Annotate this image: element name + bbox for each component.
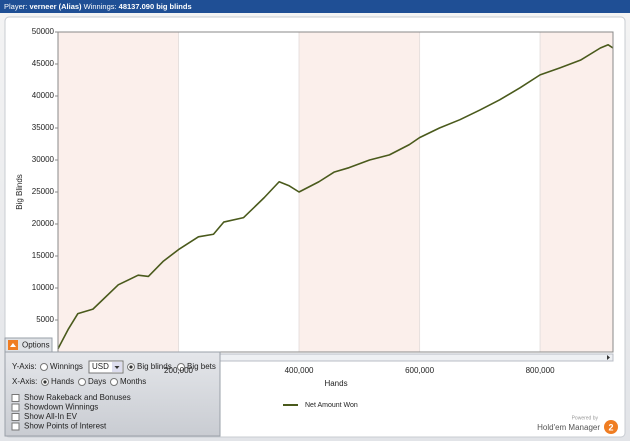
radio[interactable]	[177, 363, 185, 371]
x-axis-label: Hands	[324, 379, 347, 388]
y-tick-label: 25000	[32, 187, 55, 196]
radio[interactable]	[110, 378, 118, 386]
band	[419, 32, 541, 352]
checkbox[interactable]	[11, 394, 20, 402]
checkbox-label[interactable]: Show Points of Interest	[24, 422, 107, 431]
radio[interactable]	[78, 378, 86, 386]
y-tick-label: 5000	[36, 315, 54, 324]
title-bar	[0, 0, 630, 13]
y-tick-label: 35000	[32, 123, 55, 132]
label: Winnings:	[84, 2, 117, 11]
plot	[55, 31, 614, 352]
y-tick-label: 30000	[32, 155, 55, 164]
checkbox[interactable]	[11, 403, 20, 412]
series-line	[57, 44, 614, 350]
legend-label: Net Amount Won	[305, 402, 358, 409]
checkbox-label[interactable]: Show Rakeback and Bonuses	[24, 393, 131, 402]
checkbox[interactable]	[11, 422, 20, 431]
radio-dot	[129, 365, 133, 369]
radio-label[interactable]: Winnings	[50, 362, 83, 371]
plot-frame	[57, 31, 614, 353]
powered-by: Powered by	[572, 415, 599, 421]
radio[interactable]	[40, 363, 48, 371]
radio-dot	[43, 380, 47, 384]
band	[299, 32, 420, 352]
select-value[interactable]: USD	[92, 362, 109, 371]
y-tick-label: 15000	[32, 251, 55, 260]
band	[178, 32, 300, 352]
y-tick-label: 40000	[32, 91, 55, 100]
y-tick-label: 50000	[32, 27, 55, 36]
y-tick-label: 45000	[32, 59, 55, 68]
y-tick-label: 20000	[32, 219, 55, 228]
radio-label[interactable]: Days	[88, 377, 106, 386]
arrow	[114, 366, 120, 369]
x-tick-label: 400,000	[285, 366, 314, 375]
y-tick-label: 10000	[32, 283, 55, 292]
band	[540, 32, 613, 352]
checkbox-label[interactable]: Show All-In EV	[24, 412, 78, 421]
band	[58, 32, 179, 352]
radio-label[interactable]: Big bets	[187, 362, 216, 371]
label: Player:	[4, 2, 27, 11]
player: verneer (Alias)	[29, 2, 82, 11]
y-axis-label: Big Blinds	[15, 174, 24, 210]
radio-label[interactable]: Hands	[51, 377, 74, 386]
radio-label[interactable]: Months	[120, 377, 146, 386]
logo-text: 2	[608, 422, 613, 432]
logo	[604, 420, 618, 434]
header-text: Player: verneer (Alias) Winnings: 48137.…	[4, 2, 192, 11]
arrow	[10, 343, 16, 347]
product-name: Hold'em Manager	[537, 423, 600, 432]
label: Y-Axis:	[12, 362, 37, 371]
scroll-arrow[interactable]	[607, 355, 610, 360]
label: X-Axis:	[12, 377, 37, 386]
checkbox-label[interactable]: Showdown Winnings	[24, 403, 98, 412]
options-label[interactable]: Options	[22, 341, 50, 350]
radio-label[interactable]: Big blinds	[137, 362, 172, 371]
x-tick-label: 200,000	[164, 366, 193, 375]
x-tick-label: 800,000	[526, 366, 555, 375]
x-tick-label: 600,000	[405, 366, 434, 375]
checkbox[interactable]	[11, 413, 20, 421]
winnings: 48137.090 big blinds	[119, 2, 192, 11]
